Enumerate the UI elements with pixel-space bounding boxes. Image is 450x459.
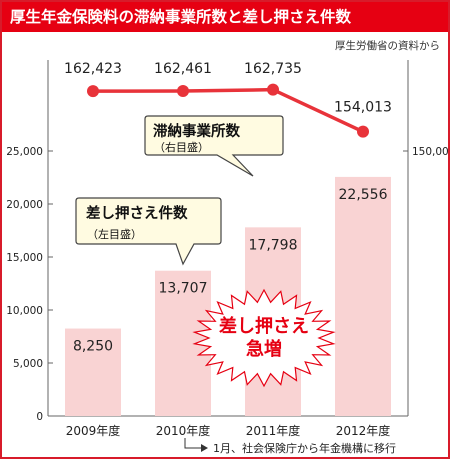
line-point — [177, 84, 189, 97]
bar-value-label: 22,556 — [339, 187, 388, 203]
line-point — [267, 83, 279, 96]
x-category-label: 2010年度 — [156, 423, 211, 438]
footnote-text: 1月、社会保険庁から年金機構に移行 — [213, 441, 396, 455]
line-value-labels: 162,423 162,461 162,735 154,013 — [64, 61, 392, 116]
line-callout-box — [144, 115, 284, 177]
left-tick-label: 20,000 — [6, 199, 43, 211]
line-point — [357, 125, 369, 138]
left-axis-ticks: 0 5,000 10,000 15,000 20,000 25,000 — [6, 146, 53, 423]
bar-value-labels: 8,250 13,707 17,798 22,556 — [73, 187, 388, 355]
bar-value-label: 17,798 — [249, 237, 298, 253]
right-axis-ticks: 150,000 — [403, 146, 448, 158]
left-tick-label: 5,000 — [13, 358, 43, 370]
line-series — [87, 83, 369, 138]
bar-callout-axis-note: （左目盛） — [87, 227, 142, 241]
line-point — [87, 85, 99, 98]
bar-series-callout: 差し押さえ件数 （左目盛） — [75, 197, 222, 266]
footnote: 1月、社会保険庁から年金機構に移行 — [184, 438, 396, 455]
bar-callout-title: 差し押さえ件数 — [86, 204, 188, 222]
left-tick-label: 0 — [36, 411, 43, 423]
footnote-arrow-icon — [201, 444, 208, 452]
line-callout-title: 滞納事業所数 — [153, 122, 240, 140]
line-value-label: 162,423 — [64, 61, 122, 77]
x-category-label: 2012年度 — [336, 423, 391, 438]
x-category-label: 2009年度 — [66, 423, 121, 438]
line-value-label: 154,013 — [334, 100, 392, 116]
footnote-connector — [184, 438, 201, 449]
line-value-label: 162,461 — [154, 61, 212, 77]
bar-callout-box — [75, 197, 222, 266]
bar-value-label: 13,707 — [159, 281, 208, 297]
right-tick-label: 150,000 — [412, 146, 448, 158]
source-note: 厚生労働省の資料から — [335, 40, 440, 52]
series-line — [92, 87, 364, 134]
bar — [65, 328, 121, 416]
burst-shape — [192, 288, 336, 388]
line-value-label: 162,735 — [244, 61, 302, 77]
left-tick-label: 25,000 — [6, 146, 43, 158]
x-axis-categories: 2009年度 2010年度 2011年度 2012年度 — [66, 423, 391, 438]
line-series-callout: 滞納事業所数 （右目盛） — [144, 115, 284, 177]
chart-title: 厚生年金保険料の滞納事業所数と差し押さえ件数 — [2, 2, 448, 32]
bar — [335, 176, 391, 416]
left-tick-label: 10,000 — [6, 305, 43, 317]
line-callout-axis-note: （右目盛） — [154, 140, 209, 154]
burst-text-line2: 急増 — [246, 338, 282, 360]
x-category-label: 2011年度 — [246, 423, 301, 438]
bar-value-label: 8,250 — [73, 339, 113, 355]
burst-text-line1: 差し押さえ — [219, 315, 309, 337]
surge-annotation: 差し押さえ 急増 — [192, 288, 336, 388]
left-tick-label: 15,000 — [6, 252, 43, 264]
